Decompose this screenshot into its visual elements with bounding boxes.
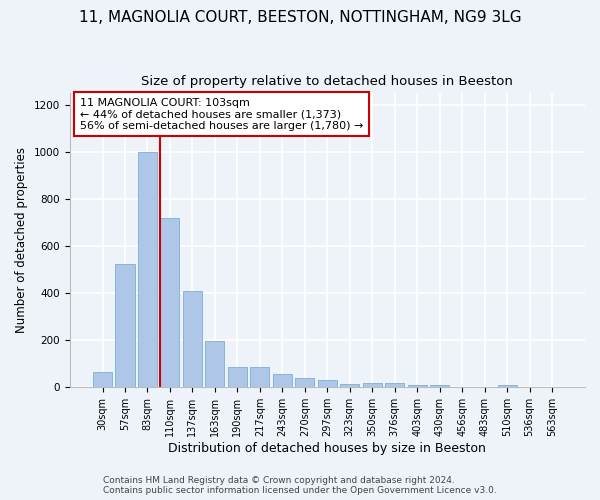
Bar xyxy=(250,366,269,388)
Y-axis label: Number of detached properties: Number of detached properties xyxy=(15,148,28,334)
Bar xyxy=(430,386,449,388)
Bar xyxy=(228,366,247,388)
Bar xyxy=(160,218,179,388)
Bar xyxy=(362,383,382,388)
Bar xyxy=(407,386,427,388)
Title: Size of property relative to detached houses in Beeston: Size of property relative to detached ho… xyxy=(142,75,513,88)
Bar xyxy=(497,385,517,388)
Bar xyxy=(340,384,359,388)
Bar xyxy=(318,380,337,388)
Bar xyxy=(385,383,404,388)
Bar xyxy=(183,291,202,388)
Bar xyxy=(138,152,157,388)
Bar xyxy=(295,378,314,388)
Text: Contains HM Land Registry data © Crown copyright and database right 2024.
Contai: Contains HM Land Registry data © Crown c… xyxy=(103,476,497,495)
Text: 11, MAGNOLIA COURT, BEESTON, NOTTINGHAM, NG9 3LG: 11, MAGNOLIA COURT, BEESTON, NOTTINGHAM,… xyxy=(79,10,521,25)
X-axis label: Distribution of detached houses by size in Beeston: Distribution of detached houses by size … xyxy=(169,442,486,455)
Bar xyxy=(115,264,134,388)
Bar xyxy=(273,374,292,388)
Bar xyxy=(205,341,224,388)
Bar xyxy=(93,372,112,388)
Text: 11 MAGNOLIA COURT: 103sqm
← 44% of detached houses are smaller (1,373)
56% of se: 11 MAGNOLIA COURT: 103sqm ← 44% of detac… xyxy=(80,98,363,131)
